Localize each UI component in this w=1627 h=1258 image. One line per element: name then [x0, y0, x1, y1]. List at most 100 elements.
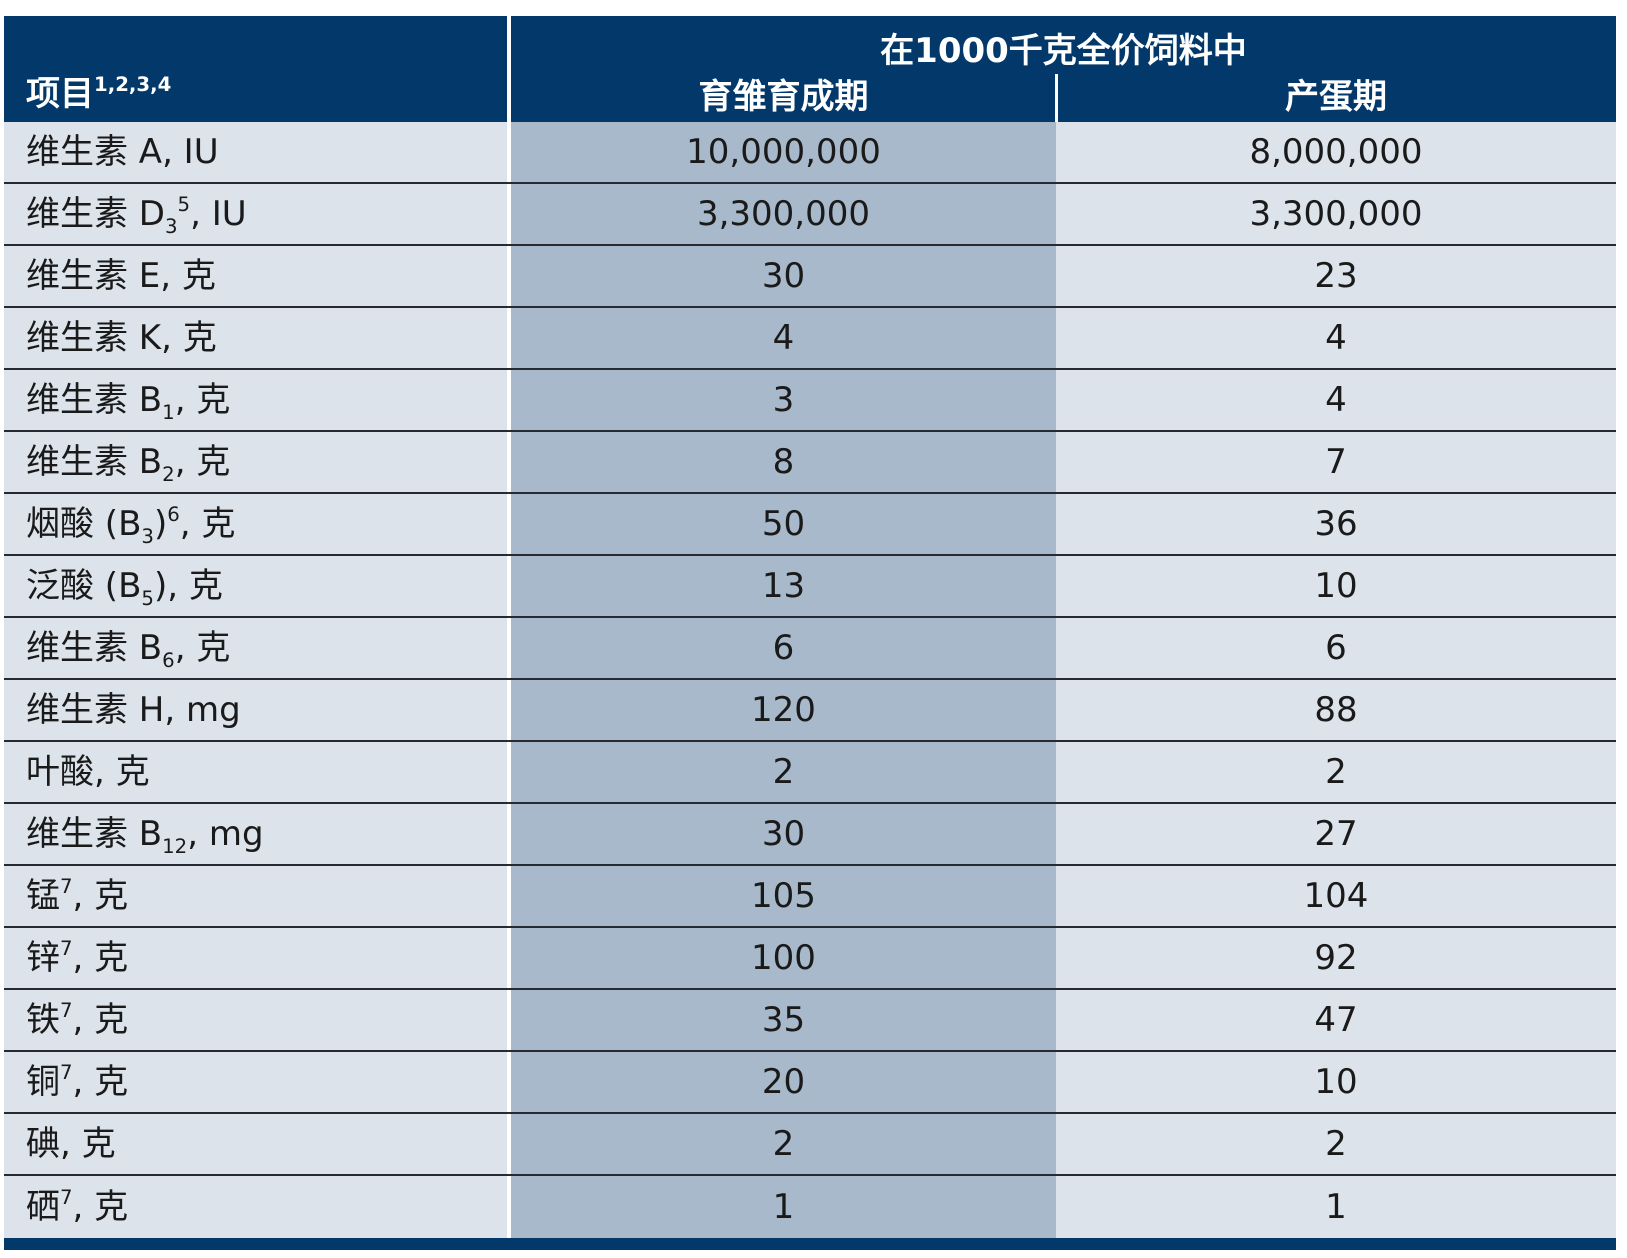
item-label-superscript: 6 — [167, 503, 180, 527]
item-label: 铜7, 克 — [26, 1062, 128, 1102]
item-label: 锌7, 克 — [26, 938, 129, 978]
item-label: 维生素 D35, IU — [26, 194, 247, 236]
table-body: 维生素 A, IU 10,000,000 8,000,000 维生素 D35, IU 3… — [4, 122, 1616, 1238]
grower-value-cell: 10,000,000 — [511, 122, 1056, 182]
table-row: 锌7, 克 100 92 — [4, 928, 1616, 990]
item-label-text: 硒 — [26, 1187, 60, 1227]
item-cell: 维生素 B1, 克 — [4, 370, 507, 430]
grower-value-cell: 2 — [511, 1114, 1056, 1174]
item-label: 维生素 B1, 克 — [26, 380, 231, 422]
grower-value-cell: 3,300,000 — [511, 184, 1056, 244]
item-label-subscript: 3 — [141, 524, 154, 548]
item-label: 锰7, 克 — [26, 876, 128, 916]
item-label-text: 维生素 D — [26, 194, 165, 234]
grower-value-cell: 2 — [511, 742, 1056, 802]
item-label-text: ), 克 — [153, 566, 223, 606]
item-label-text: ) — [153, 504, 168, 544]
item-label: 铁7, 克 — [26, 1000, 129, 1040]
item-label-text: 碘, 克 — [26, 1124, 116, 1164]
item-label-text: , 克 — [174, 442, 231, 482]
nutrient-table: 项目1,2,3,4 在1000千克全价饲料中 育雏育成期 产蛋期 维生素 A, … — [4, 16, 1616, 1250]
item-label-text: 锰 — [26, 876, 60, 916]
layer-value-cell: 36 — [1056, 494, 1616, 554]
layer-value-cell: 8,000,000 — [1056, 122, 1616, 182]
item-cell: 烟酸 (B3)6, 克 — [4, 494, 507, 554]
layer-value-cell: 6 — [1056, 618, 1616, 678]
layer-value-cell: 4 — [1056, 308, 1616, 368]
layer-value-cell: 3,300,000 — [1056, 184, 1616, 244]
item-label-text: , 克 — [72, 1000, 129, 1040]
table-row: 维生素 D35, IU 3,300,000 3,300,000 — [4, 184, 1616, 246]
item-label-superscript: 7 — [60, 875, 73, 899]
item-label: 烟酸 (B3)6, 克 — [26, 504, 236, 546]
layer-value-cell: 2 — [1056, 742, 1616, 802]
layer-value-cell: 4 — [1056, 370, 1616, 430]
item-label-subscript: 12 — [162, 834, 188, 858]
item-label: 维生素 K, 克 — [26, 321, 217, 355]
item-label-text: 维生素 B — [26, 628, 163, 668]
item-cell: 泛酸 (B5), 克 — [4, 556, 507, 616]
layer-column-header: 产蛋期 — [1285, 77, 1387, 117]
item-label-text: 维生素 B — [26, 380, 163, 420]
item-cell: 铜7, 克 — [4, 1052, 507, 1112]
item-label-text: , 克 — [179, 504, 236, 544]
period-column-divider — [1055, 74, 1058, 122]
layer-value-cell: 23 — [1056, 246, 1616, 306]
item-label-text: , 克 — [174, 628, 231, 668]
item-label-text: , 克 — [72, 938, 129, 978]
item-label: 碘, 克 — [26, 1127, 116, 1161]
item-label-superscript: 5 — [177, 193, 191, 217]
grower-value-cell: 35 — [511, 990, 1056, 1050]
item-cell: 维生素 H, mg — [4, 680, 507, 740]
table-bottom-rule — [4, 1238, 1616, 1250]
item-cell: 维生素 B6, 克 — [4, 618, 507, 678]
item-label-text: , IU — [190, 194, 247, 234]
grower-value-cell: 100 — [511, 928, 1056, 988]
item-cell: 维生素 D35, IU — [4, 184, 507, 244]
layer-value-cell: 1 — [1056, 1176, 1616, 1238]
table-row: 铁7, 克 35 47 — [4, 990, 1616, 1052]
item-label-text: 维生素 H, mg — [26, 690, 241, 730]
item-label-text: 维生素 A, IU — [26, 132, 219, 172]
item-column-header-footnotes: 1,2,3,4 — [94, 73, 172, 97]
item-label-text: , 克 — [72, 1187, 129, 1227]
item-label-subscript: 6 — [162, 648, 175, 672]
table-row: 维生素 A, IU 10,000,000 8,000,000 — [4, 122, 1616, 184]
item-label: 叶酸, 克 — [26, 755, 150, 789]
layer-value-cell: 10 — [1056, 556, 1616, 616]
item-cell: 维生素 B2, 克 — [4, 432, 507, 492]
item-cell: 铁7, 克 — [4, 990, 507, 1050]
item-label-text: , mg — [187, 814, 264, 854]
item-label-text: , 克 — [174, 380, 231, 420]
period-subheader-row: 育雏育成期 产蛋期 — [511, 74, 1616, 122]
item-cell: 维生素 K, 克 — [4, 308, 507, 368]
grower-value-cell: 6 — [511, 618, 1056, 678]
grower-value-cell: 50 — [511, 494, 1056, 554]
table-row: 铜7, 克 20 10 — [4, 1052, 1616, 1114]
item-label-text: 维生素 B — [26, 814, 163, 854]
grower-value-cell: 30 — [511, 804, 1056, 864]
item-label: 维生素 B2, 克 — [26, 442, 231, 484]
table-row: 维生素 H, mg 120 88 — [4, 680, 1616, 742]
item-label-superscript: 7 — [60, 937, 73, 961]
item-label: 维生素 A, IU — [26, 135, 219, 169]
feed-group-title: 在1000千克全价饲料中 — [880, 31, 1247, 71]
grower-value-cell: 105 — [511, 866, 1056, 926]
item-label-text: 铜 — [26, 1062, 60, 1102]
item-label: 硒7, 克 — [26, 1187, 129, 1227]
item-label: 维生素 E, 克 — [26, 259, 216, 293]
item-column-header-label: 项目 — [26, 74, 94, 114]
item-label-text: 泛酸 (B — [26, 566, 142, 606]
layer-value-cell: 7 — [1056, 432, 1616, 492]
item-label-text: 维生素 E, 克 — [26, 256, 216, 296]
layer-value-cell: 104 — [1056, 866, 1616, 926]
table-header: 项目1,2,3,4 在1000千克全价饲料中 育雏育成期 产蛋期 — [4, 16, 1616, 122]
layer-value-cell: 2 — [1056, 1114, 1616, 1174]
grower-value-cell: 8 — [511, 432, 1056, 492]
item-cell: 叶酸, 克 — [4, 742, 507, 802]
